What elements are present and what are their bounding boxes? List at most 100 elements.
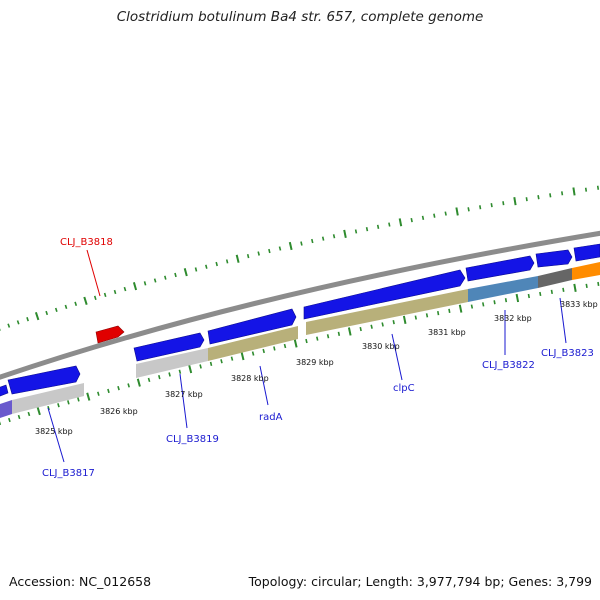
minor-tick bbox=[268, 248, 271, 254]
minor-tick bbox=[225, 259, 229, 264]
minor-tick bbox=[337, 331, 341, 336]
minor-tick bbox=[425, 313, 429, 318]
gene-label-clj-b3822[interactable]: CLJ_B3822 bbox=[482, 360, 535, 371]
forward-cds-track bbox=[0, 243, 600, 398]
minor-tick bbox=[77, 397, 80, 402]
minor-tick bbox=[316, 336, 319, 341]
gray-feature bbox=[136, 348, 208, 378]
accession-text: Accession: NC_012658 bbox=[9, 574, 152, 589]
major-tick bbox=[398, 218, 403, 227]
minor-tick bbox=[209, 361, 213, 366]
minor-tick bbox=[164, 275, 167, 280]
minor-tick bbox=[448, 308, 451, 314]
major-tick bbox=[83, 296, 88, 305]
purple-feature bbox=[0, 400, 12, 418]
gene-label-clj-b3818[interactable]: CLJ_B3818 bbox=[60, 237, 113, 248]
major-tick bbox=[343, 229, 347, 238]
cds-arrow[interactable] bbox=[465, 255, 535, 282]
genome-backbone bbox=[0, 230, 600, 380]
orange-feature bbox=[572, 262, 600, 280]
steelblue-feature bbox=[468, 276, 538, 302]
cds-arrow[interactable] bbox=[207, 308, 297, 345]
minor-tick bbox=[97, 391, 100, 396]
minor-tick bbox=[194, 267, 198, 272]
minor-tick bbox=[493, 300, 496, 305]
minor-tick bbox=[67, 400, 70, 405]
minor-tick bbox=[321, 236, 325, 241]
minor-tick bbox=[246, 254, 250, 259]
darkgray-feature bbox=[538, 268, 572, 288]
major-tick bbox=[188, 364, 193, 374]
gene-label-clpc[interactable]: clpC bbox=[393, 383, 415, 394]
major-tick bbox=[36, 406, 41, 416]
gene-label-clj-b3823[interactable]: CLJ_B3823 bbox=[541, 348, 594, 359]
minor-tick bbox=[17, 414, 21, 420]
minor-tick bbox=[585, 283, 588, 289]
cds-arrow[interactable] bbox=[535, 249, 573, 268]
major-tick bbox=[183, 268, 188, 277]
cds-arrow[interactable] bbox=[133, 332, 205, 362]
minor-tick bbox=[147, 377, 151, 383]
minor-tick bbox=[437, 310, 440, 316]
minor-tick bbox=[107, 388, 110, 394]
minor-tick bbox=[388, 222, 391, 227]
minor-tick bbox=[103, 292, 107, 298]
minor-tick bbox=[93, 295, 97, 301]
major-tick bbox=[288, 241, 293, 251]
minor-tick bbox=[421, 215, 425, 220]
minor-tick bbox=[381, 322, 384, 327]
gene-labels: CLJ_B3818 CLJ_B3817 CLJ_B3819 radA clpC … bbox=[42, 237, 594, 479]
minor-tick bbox=[597, 281, 600, 287]
minor-tick bbox=[278, 246, 282, 251]
red-cds-arrow[interactable] bbox=[95, 325, 125, 344]
minor-tick bbox=[326, 334, 330, 339]
cds-arrow[interactable] bbox=[573, 243, 600, 262]
minor-tick bbox=[479, 205, 482, 210]
minor-tick bbox=[410, 217, 413, 223]
minor-tick bbox=[414, 315, 417, 320]
gene-label-rada[interactable]: radA bbox=[259, 412, 283, 423]
minor-tick bbox=[354, 229, 358, 234]
minor-tick bbox=[113, 289, 117, 295]
minor-tick bbox=[57, 403, 60, 408]
cds-arrow[interactable] bbox=[0, 384, 9, 398]
gene-label-clj-b3817[interactable]: CLJ_B3817 bbox=[42, 468, 95, 479]
minor-tick bbox=[158, 375, 161, 380]
minor-tick bbox=[392, 320, 395, 325]
minor-tick bbox=[433, 213, 436, 218]
tick-label: 3832 kbp bbox=[494, 314, 532, 323]
minor-tick bbox=[220, 359, 223, 364]
major-tick bbox=[573, 283, 577, 292]
minor-tick bbox=[596, 185, 600, 190]
olive-feature bbox=[208, 326, 298, 361]
minor-tick bbox=[467, 207, 470, 212]
minor-tick bbox=[539, 291, 542, 297]
leader-lines bbox=[47, 249, 567, 463]
major-tick bbox=[136, 378, 141, 387]
minor-tick bbox=[550, 289, 553, 295]
minor-tick bbox=[123, 286, 127, 292]
minor-tick bbox=[257, 251, 260, 256]
cds-arrow[interactable] bbox=[303, 269, 466, 320]
tick-label: 3826 kbp bbox=[100, 407, 138, 416]
major-tick bbox=[86, 392, 91, 401]
minor-tick bbox=[205, 264, 208, 269]
tick-label: 3825 kbp bbox=[35, 427, 73, 436]
major-tick bbox=[455, 207, 459, 216]
minor-tick bbox=[143, 281, 147, 286]
cds-arrow[interactable] bbox=[7, 365, 81, 395]
minor-tick bbox=[561, 191, 564, 196]
topology-summary: Topology: circular; Length: 3,977,794 bp… bbox=[248, 574, 592, 589]
minor-tick bbox=[305, 338, 308, 344]
minor-tick bbox=[273, 346, 276, 351]
minor-tick bbox=[127, 383, 130, 388]
tick-label: 3830 kbp bbox=[362, 342, 400, 351]
major-tick bbox=[513, 197, 517, 206]
gene-label-clj-b3819[interactable]: CLJ_B3819 bbox=[166, 434, 219, 445]
minor-tick bbox=[117, 385, 120, 391]
major-tick bbox=[515, 293, 520, 303]
scale-labels: 3825 kbp 3826 kbp 3827 kbp 3828 kbp 3829… bbox=[35, 300, 598, 436]
minor-tick bbox=[584, 187, 588, 192]
minor-tick bbox=[26, 317, 29, 322]
